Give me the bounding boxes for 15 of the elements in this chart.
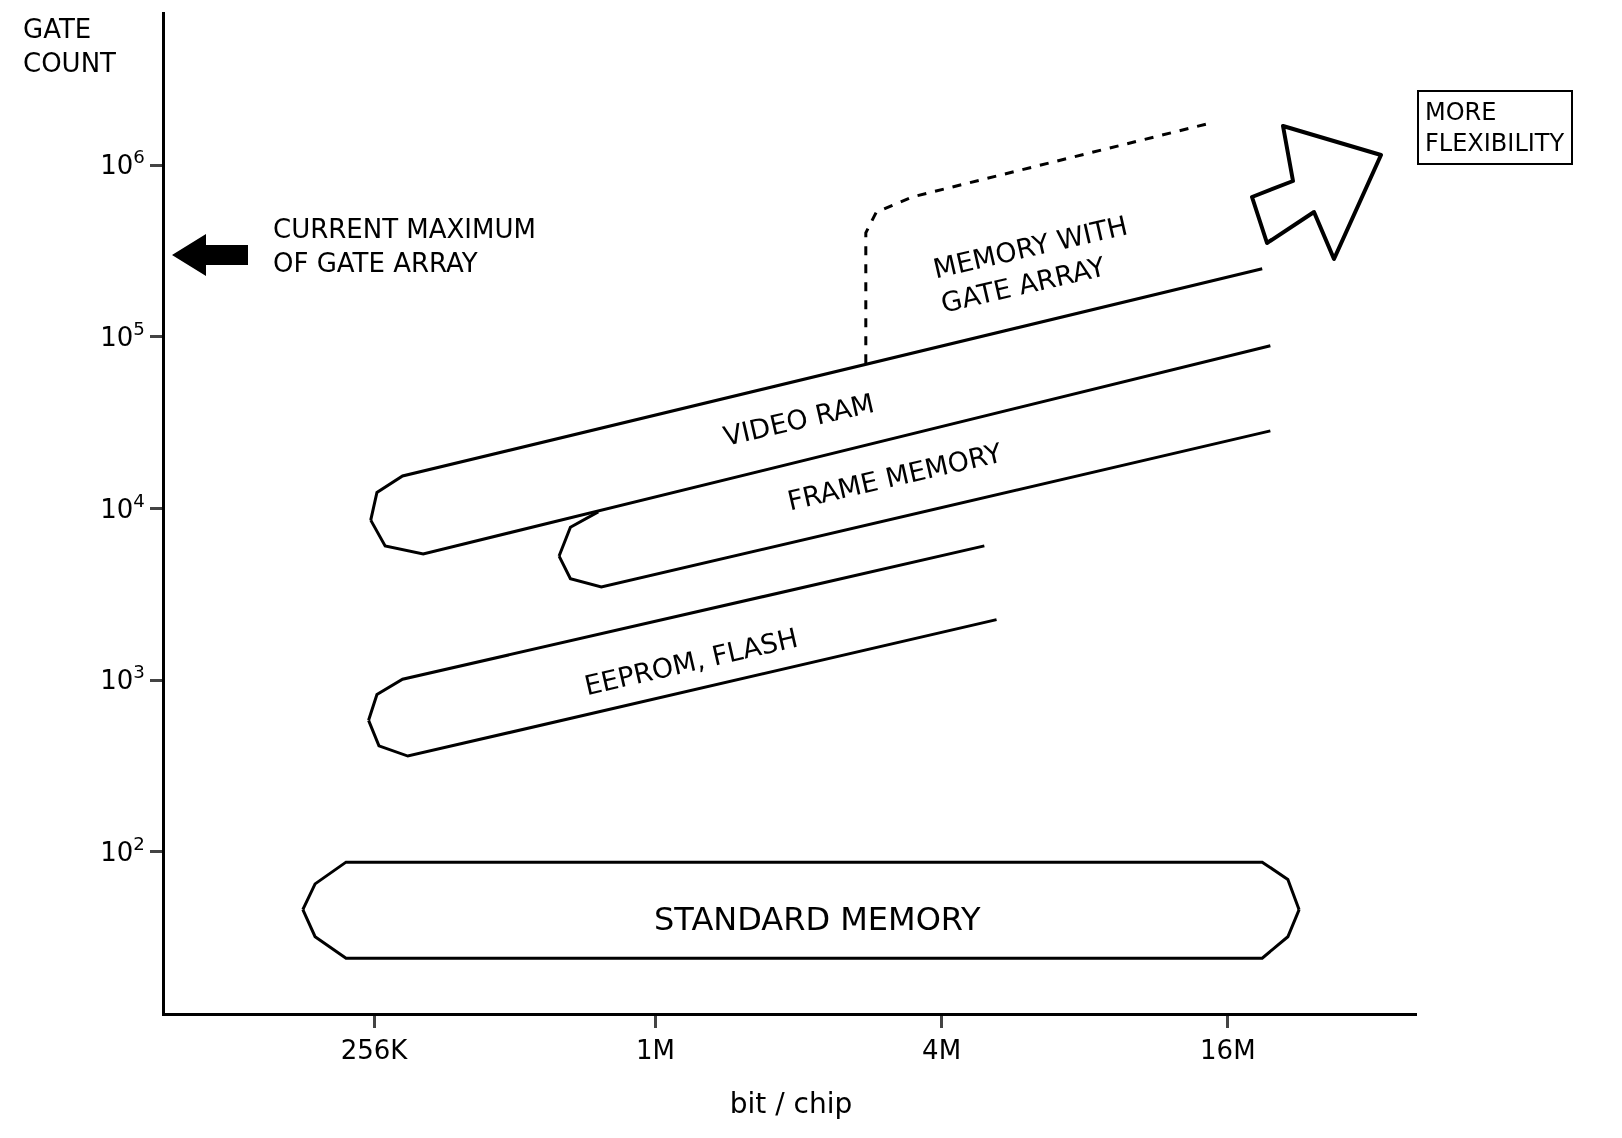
annotation: CURRENT MAXIMUM OF GATE ARRAY	[273, 214, 536, 278]
y-tick-label: 10$^{4}$	[100, 489, 145, 524]
text: MORE FLEXIBILITY	[1425, 98, 1565, 158]
y-tick-label: 10$^{6}$	[100, 146, 145, 181]
y-tick-label: 10$^{5}$	[100, 317, 145, 352]
annotation: EEPROM, FLASH	[581, 621, 801, 702]
x-tick-label: 1M	[635, 1035, 675, 1066]
x-axis-title: bit / chip	[729, 1087, 853, 1121]
y-tick-label: 10$^{3}$	[100, 661, 145, 696]
x-tick-label: 4M	[922, 1035, 962, 1066]
annotation: STANDARD MEMORY	[654, 900, 982, 938]
x-tick-label: 16M	[1200, 1035, 1256, 1066]
y-axis-title: GATE COUNT	[23, 14, 117, 78]
y-tick-label: 10$^{2}$	[100, 832, 145, 867]
x-tick-label: 256K	[340, 1035, 409, 1066]
